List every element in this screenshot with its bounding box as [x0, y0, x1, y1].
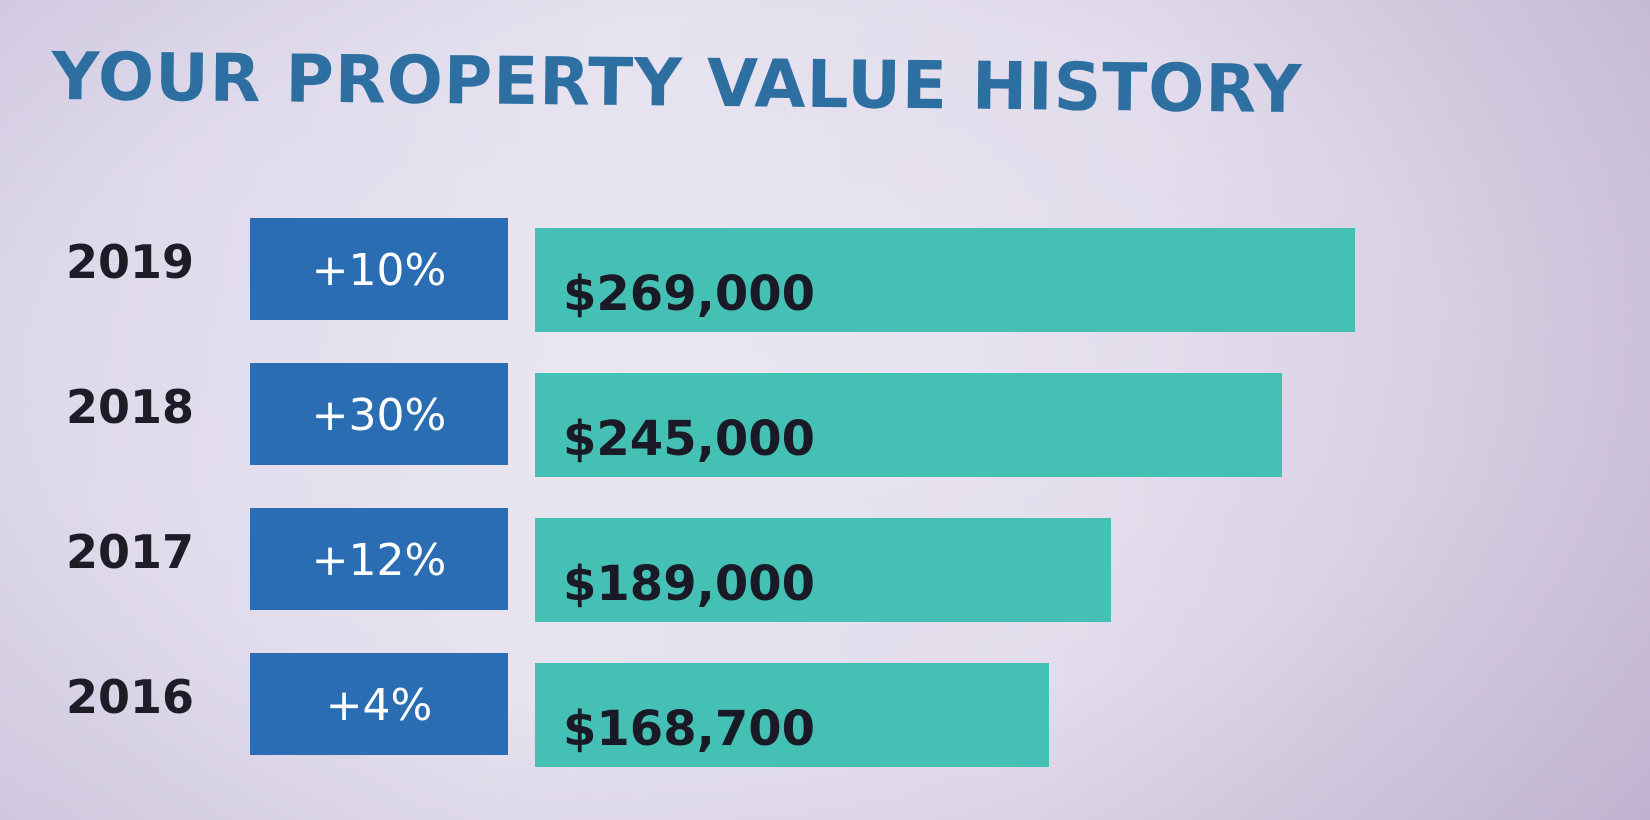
chart-rows: 2019 +10% $269,000 2018 +30% $245,000 2017 +12%…	[66, 218, 1355, 767]
value-label-2017: $189,000	[563, 556, 815, 612]
year-label-2018: 2018	[66, 380, 194, 434]
change-box-2019	[250, 218, 508, 320]
value-label-2019: $269,000	[563, 266, 815, 322]
value-label-2016: $168,700	[563, 701, 815, 757]
year-label-2019: 2019	[66, 235, 194, 289]
bar-row-2019: 2019 +10% $269,000	[66, 218, 1355, 332]
change-label-2019: +10%	[312, 245, 447, 296]
change-box-2018	[250, 363, 508, 465]
change-box-2017	[250, 508, 508, 610]
bar-row-2016: 2016 +4% $168,700	[66, 653, 1049, 767]
change-box-2016	[250, 653, 508, 755]
change-label-2016: +4%	[326, 680, 433, 731]
bar-row-2017: 2017 +12% $189,000	[66, 508, 1111, 622]
value-bar-2019	[535, 228, 1355, 332]
change-label-2018: +30%	[312, 390, 447, 441]
value-bar-2017	[535, 518, 1111, 622]
value-bar-2016	[535, 663, 1049, 767]
year-label-2017: 2017	[66, 525, 194, 579]
value-label-2018: $245,000	[563, 411, 815, 467]
year-label-2016: 2016	[66, 670, 194, 724]
bar-row-2018: 2018 +30% $245,000	[66, 363, 1282, 477]
value-bar-2018	[535, 373, 1282, 477]
change-label-2017: +12%	[312, 535, 447, 586]
